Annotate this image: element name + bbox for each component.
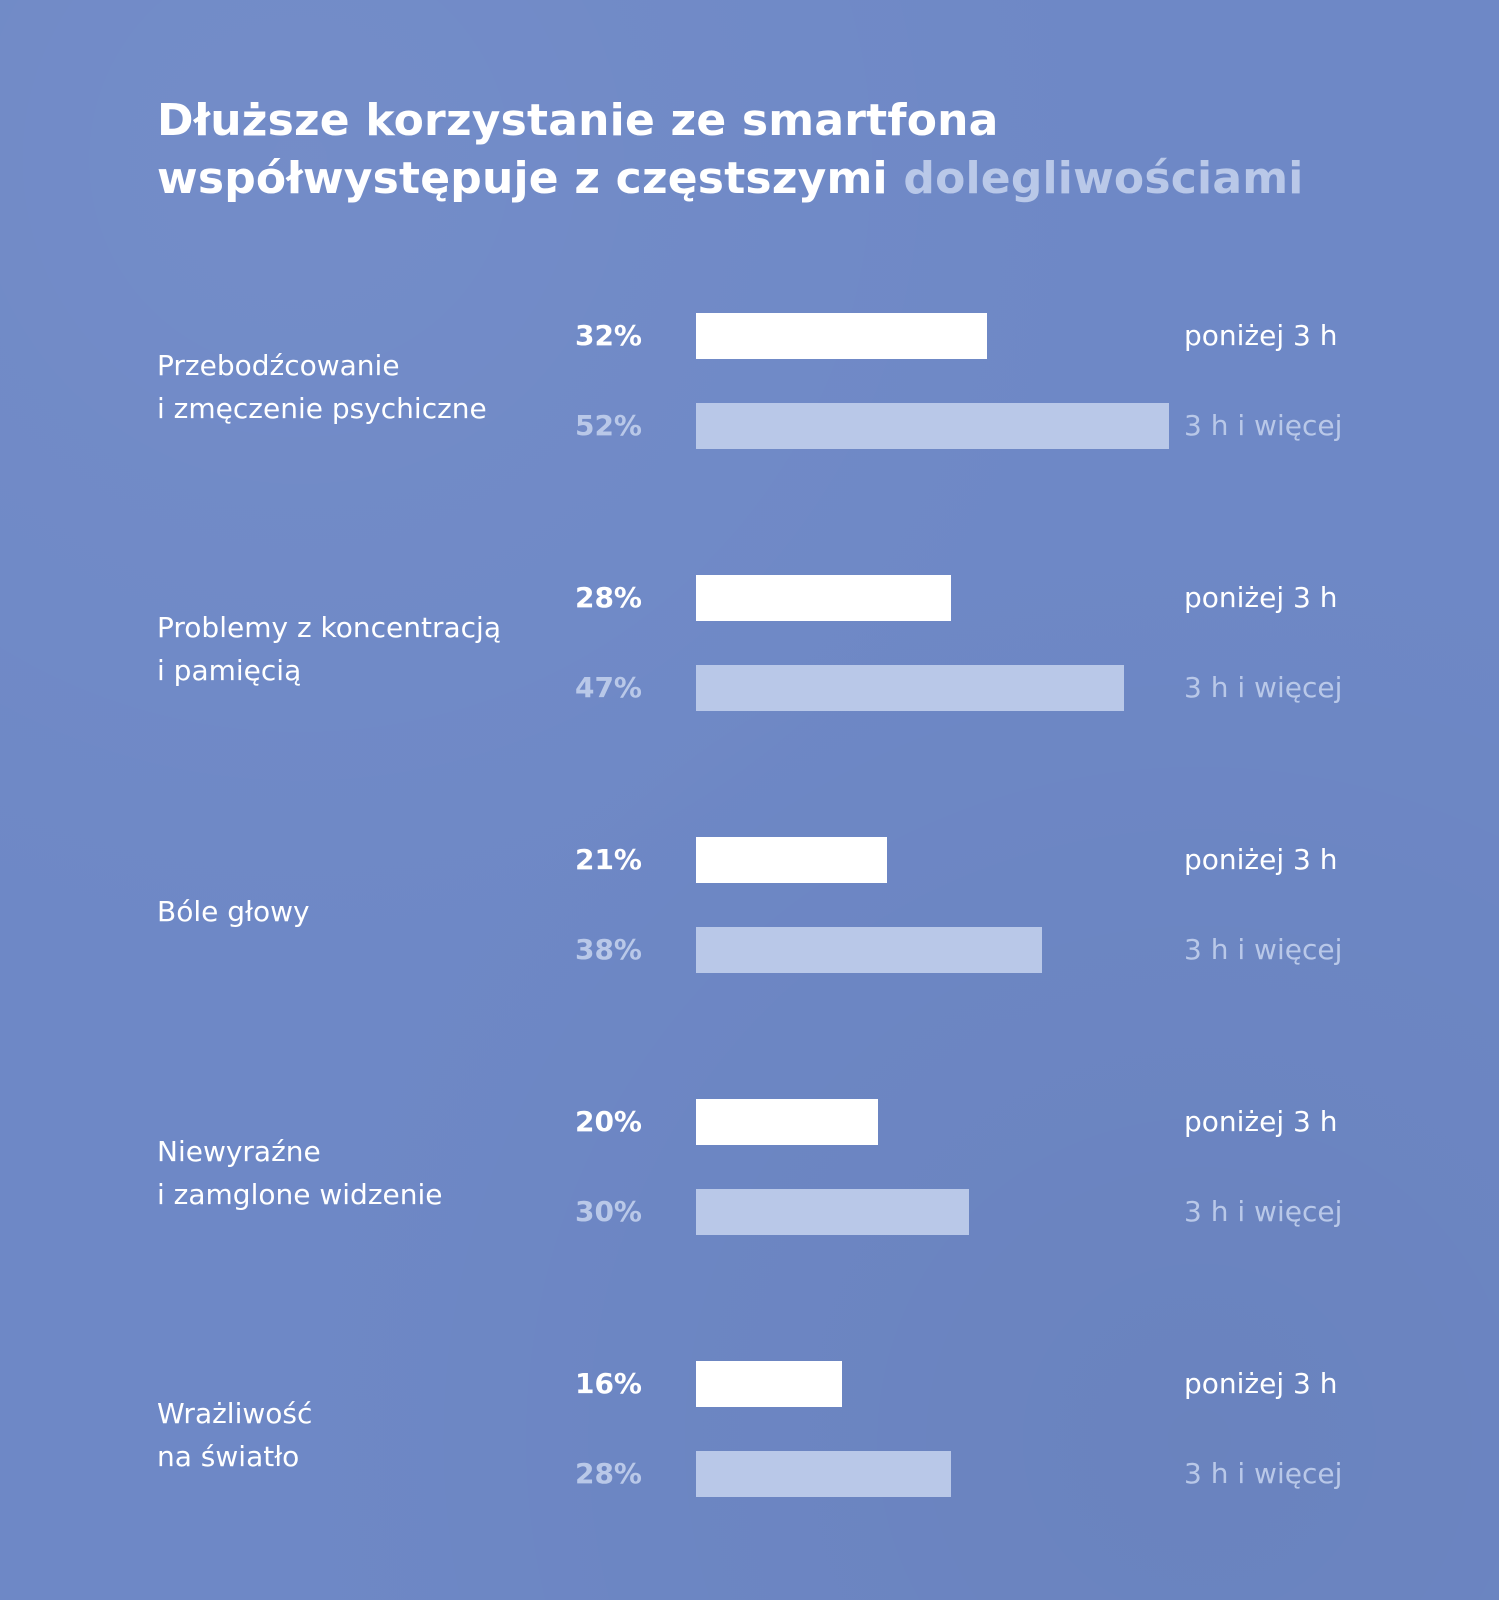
title-line-1: Dłuższe korzystanie ze smartfona [157, 95, 999, 146]
category-label: Przebodźcowanie i zmęczenie psychiczne [157, 349, 487, 425]
series-label: 3 h i więcej [1184, 671, 1343, 704]
bar-row: 52% 3 h i więcej [0, 402, 1499, 450]
data-label: 52% [574, 409, 642, 442]
bar [696, 1189, 969, 1235]
bar-row: 28% poniżej 3 h [0, 574, 1499, 622]
bar [696, 1361, 842, 1407]
bar [696, 403, 1169, 449]
data-label: 47% [574, 671, 642, 704]
series-label: poniżej 3 h [1184, 843, 1338, 876]
series-label: 3 h i więcej [1184, 933, 1343, 966]
category-group: Przebodźcowanie i zmęczenie psychiczne 3… [0, 312, 1499, 462]
data-label: 21% [574, 843, 642, 876]
category-label: Bóle głowy [157, 894, 310, 928]
bar-row: 30% 3 h i więcej [0, 1188, 1499, 1236]
data-label: 38% [574, 933, 642, 966]
series-label: poniżej 3 h [1184, 1367, 1338, 1400]
series-label: 3 h i więcej [1184, 1195, 1343, 1228]
bar-row: 47% 3 h i więcej [0, 664, 1499, 712]
category-group: Niewyraźne i zamglone widzenie 20% poniż… [0, 1098, 1499, 1248]
bar-row: 16% poniżej 3 h [0, 1360, 1499, 1408]
bar [696, 313, 987, 359]
bar [696, 1451, 951, 1497]
bar-row: 21% poniżej 3 h [0, 836, 1499, 884]
category-label: Wrażliwość na światło [157, 1397, 313, 1473]
series-label: poniżej 3 h [1184, 319, 1338, 352]
series-label: poniżej 3 h [1184, 581, 1338, 614]
data-label: 28% [574, 1457, 642, 1490]
category-group: Wrażliwość na światło 16% poniżej 3 h 28… [0, 1360, 1499, 1510]
data-label: 28% [574, 581, 642, 614]
series-label: poniżej 3 h [1184, 1105, 1338, 1138]
category-group: Bóle głowy 21% poniżej 3 h 38% 3 h i wię… [0, 836, 1499, 986]
bar-row: 38% 3 h i więcej [0, 926, 1499, 974]
bar [696, 837, 887, 883]
bar [696, 575, 951, 621]
title-line-2-main: współwystępuje z częstszymi [157, 153, 888, 204]
category-label: Niewyraźne i zamglone widzenie [157, 1135, 443, 1211]
data-label: 30% [574, 1195, 642, 1228]
title-line-2: współwystępuje z częstszymi dolegliwości… [157, 150, 1304, 208]
bar-row: 32% poniżej 3 h [0, 312, 1499, 360]
category-label: Problemy z koncentracją i pamięcią [157, 611, 501, 687]
bar [696, 927, 1042, 973]
data-label: 32% [574, 319, 642, 352]
bar-row: 28% 3 h i więcej [0, 1450, 1499, 1498]
bar-row: 20% poniżej 3 h [0, 1098, 1499, 1146]
series-label: 3 h i więcej [1184, 1457, 1343, 1490]
title-highlight: dolegliwościami [903, 153, 1304, 204]
bar [696, 665, 1124, 711]
bar [696, 1099, 878, 1145]
category-group: Problemy z koncentracją i pamięcią 28% p… [0, 574, 1499, 724]
chart-title: Dłuższe korzystanie ze smartfona współwy… [157, 92, 1304, 208]
data-label: 16% [574, 1367, 642, 1400]
data-label: 20% [574, 1105, 642, 1138]
series-label: 3 h i więcej [1184, 409, 1343, 442]
